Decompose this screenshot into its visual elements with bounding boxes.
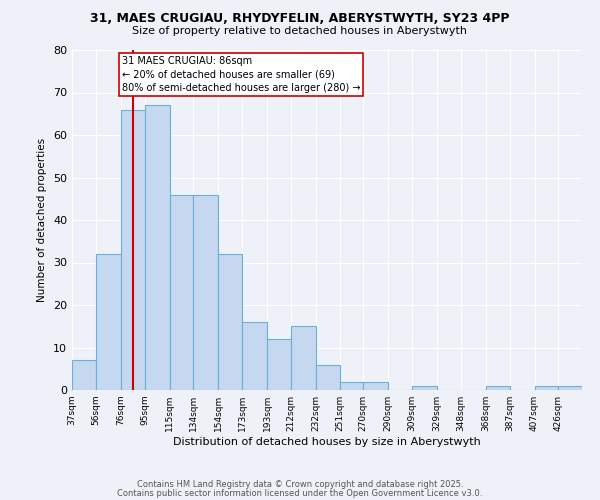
Bar [218,254,242,390]
Bar [363,382,388,390]
Bar [558,386,582,390]
Text: 31 MAES CRUGIAU: 86sqm
← 20% of detached houses are smaller (69)
80% of semi-det: 31 MAES CRUGIAU: 86sqm ← 20% of detached… [122,56,361,93]
Y-axis label: Number of detached properties: Number of detached properties [37,138,47,302]
X-axis label: Distribution of detached houses by size in Aberystwyth: Distribution of detached houses by size … [173,437,481,447]
Bar [412,386,437,390]
Bar [486,386,509,390]
Text: Size of property relative to detached houses in Aberystwyth: Size of property relative to detached ho… [133,26,467,36]
Bar [291,326,316,390]
Text: 31, MAES CRUGIAU, RHYDYFELIN, ABERYSTWYTH, SY23 4PP: 31, MAES CRUGIAU, RHYDYFELIN, ABERYSTWYT… [90,12,510,26]
Bar [96,254,121,390]
Bar [242,322,267,390]
Bar [340,382,363,390]
Bar [170,194,193,390]
Text: Contains HM Land Registry data © Crown copyright and database right 2025.: Contains HM Land Registry data © Crown c… [137,480,463,489]
Bar [121,110,145,390]
Bar [535,386,558,390]
Bar [193,194,218,390]
Bar [72,360,96,390]
Bar [267,339,291,390]
Bar [145,106,170,390]
Text: Contains public sector information licensed under the Open Government Licence v3: Contains public sector information licen… [118,488,482,498]
Bar [316,364,340,390]
